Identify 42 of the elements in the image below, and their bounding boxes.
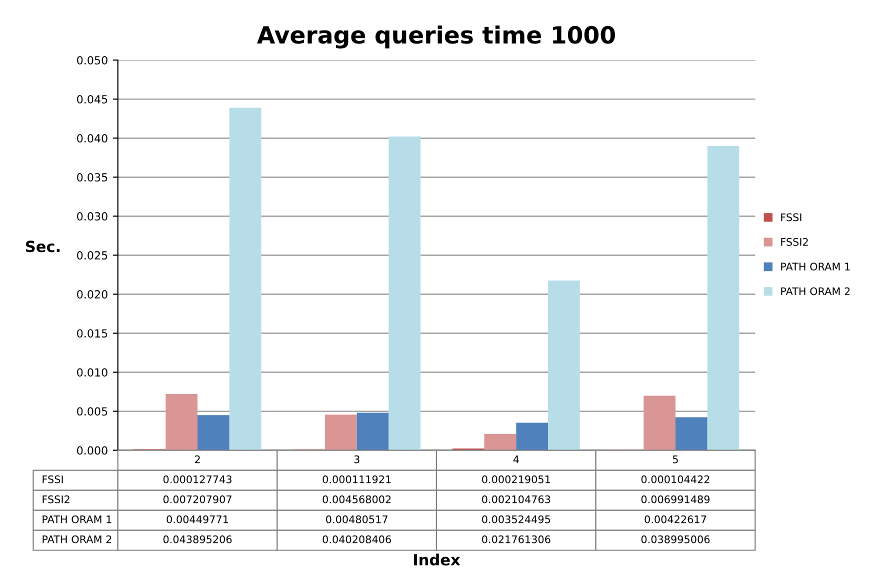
legend-label: PATH ORAM 1 xyxy=(781,262,850,271)
legend-label: FSSI xyxy=(781,213,802,222)
data-label: 0.006991489 xyxy=(641,495,710,504)
legend-label: FSSI2 xyxy=(781,238,808,246)
x-tick-label: 4 xyxy=(513,456,519,464)
data-label: 0.000127743 xyxy=(163,475,232,484)
x-tick-label: 5 xyxy=(672,456,678,464)
y-tick-label: 0.010 xyxy=(77,368,108,377)
x-tick-label: 2 xyxy=(194,455,200,464)
chart-title: Average queries time 1000 xyxy=(257,26,615,49)
y-tick-label: 0.050 xyxy=(77,56,108,64)
text: PATH ORAM 2 xyxy=(42,535,112,544)
data-label: 0.040208406 xyxy=(322,535,391,544)
y-tick-label: 0.045 xyxy=(77,95,108,104)
y-tick-label: 0.025 xyxy=(77,251,108,260)
y-tick-label: 0.005 xyxy=(77,407,108,416)
data-label: 0.000104422 xyxy=(641,475,710,484)
y-tick-label: 0.020 xyxy=(77,290,108,299)
text: PATH ORAM 1 xyxy=(42,515,112,524)
text: Index xyxy=(414,554,460,566)
data-label: 0.00480517 xyxy=(326,515,388,524)
y-tick-label: 0.000 xyxy=(77,446,108,455)
data-label: 0.021761306 xyxy=(482,535,550,544)
y-axis-title: Sec. xyxy=(26,240,60,252)
data-label: 0.043895206 xyxy=(163,535,232,544)
data-label: 0.000111921 xyxy=(322,475,391,484)
y-tick-label: 0.040 xyxy=(77,134,108,143)
data-label: 0.038995006 xyxy=(641,535,710,544)
y-tick-label: 0.030 xyxy=(77,212,108,221)
x-tick-label: 3 xyxy=(354,455,360,464)
data-label: 0.000219051 xyxy=(482,475,550,484)
data-label: 0.00449771 xyxy=(166,515,228,524)
data-label: 0.007207907 xyxy=(163,495,232,504)
data-label: 0.004568002 xyxy=(322,495,391,504)
text: FSSI xyxy=(42,475,63,484)
legend-label: PATH ORAM 2 xyxy=(781,287,850,296)
text: FSSI2 xyxy=(42,495,70,504)
data-label: 0.00422617 xyxy=(644,515,706,524)
data-label: 0.002104763 xyxy=(482,495,550,504)
y-tick-label: 0.015 xyxy=(77,329,108,338)
data-label: 0.003524495 xyxy=(482,515,550,524)
y-tick-label: 0.035 xyxy=(77,173,108,182)
